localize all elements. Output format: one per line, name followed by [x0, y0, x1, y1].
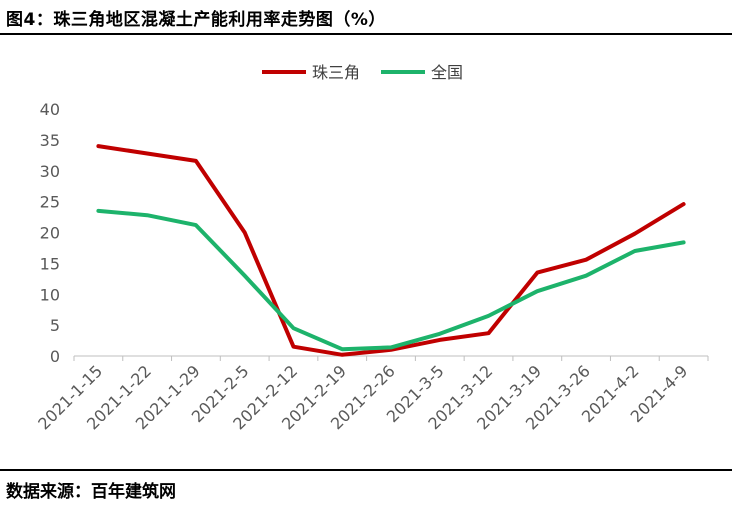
chart-title: 图4：珠三角地区混凝土产能利用率走势图（%）: [6, 10, 386, 30]
source-note: 数据来源：百年建筑网: [6, 482, 176, 502]
series-line-1: [96, 144, 686, 357]
y-tick-label: 20: [40, 224, 60, 243]
y-tick-label: 40: [40, 100, 60, 119]
y-tick-label: 0: [50, 347, 60, 366]
y-tick-label: 25: [40, 193, 60, 212]
legend: 珠三角 全国: [262, 63, 463, 82]
y-tick-label: 5: [50, 316, 60, 335]
legend-label-1: 珠三角: [312, 63, 360, 82]
y-tick-label: 35: [40, 131, 60, 150]
y-tick-label: 30: [40, 162, 60, 181]
series-line-2: [96, 208, 686, 352]
top-rule: [0, 33, 732, 35]
bottom-rule: [0, 469, 732, 471]
y-tick-label: 15: [40, 254, 60, 273]
series-layer: [96, 144, 686, 357]
y-tick-label: 10: [40, 285, 60, 304]
legend-label-2: 全国: [431, 63, 463, 82]
